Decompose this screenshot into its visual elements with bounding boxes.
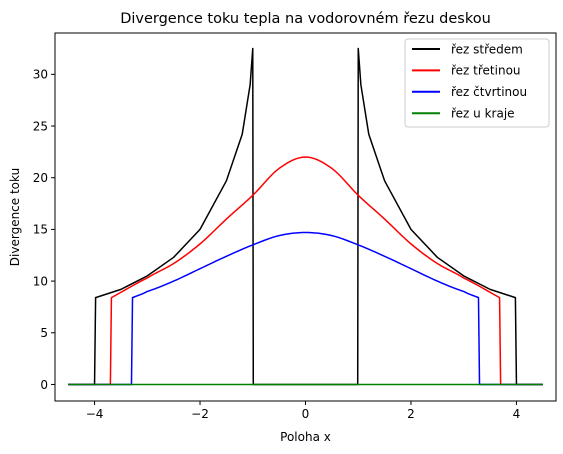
y-tick-label: 5 xyxy=(40,326,48,340)
chart-title: Divergence toku tepla na vodorovném řezu… xyxy=(120,11,491,27)
y-tick-label: 25 xyxy=(33,119,48,133)
legend-label-rez-stredem: řez středem xyxy=(451,42,523,56)
x-tick-label: −4 xyxy=(86,407,104,421)
legend: řez středem řez třetinou řez čtvrtinou řez … xyxy=(404,38,550,128)
x-tick-label: 0 xyxy=(302,407,310,421)
legend-label-rez-u-kraje: řez u kraje xyxy=(451,107,515,121)
y-axis-label: Divergence toku xyxy=(8,168,22,266)
x-tick-label: 4 xyxy=(513,407,521,421)
y-tick-label: 30 xyxy=(33,68,48,82)
series-layer xyxy=(68,47,543,386)
y-tick-label: 0 xyxy=(40,378,48,392)
legend-frame xyxy=(404,38,550,128)
y-axis: 0 5 10 15 20 25 30 xyxy=(33,68,55,392)
y-tick-label: 20 xyxy=(33,171,48,185)
x-axis-label: Poloha x xyxy=(280,430,331,444)
y-tick-label: 10 xyxy=(33,274,48,288)
x-tick-label: 2 xyxy=(407,407,415,421)
series-line-rez-ctvrtinou xyxy=(68,231,543,386)
legend-label-rez-tretinou: řez třetinou xyxy=(451,64,521,78)
x-axis: −4 −2 0 2 4 xyxy=(86,401,521,421)
legend-label-rez-ctvrtinou: řez čtvrtinou xyxy=(451,85,527,99)
y-tick-label: 15 xyxy=(33,223,48,237)
series-line-rez-tretinou xyxy=(68,156,543,386)
x-tick-label: −2 xyxy=(191,407,209,421)
